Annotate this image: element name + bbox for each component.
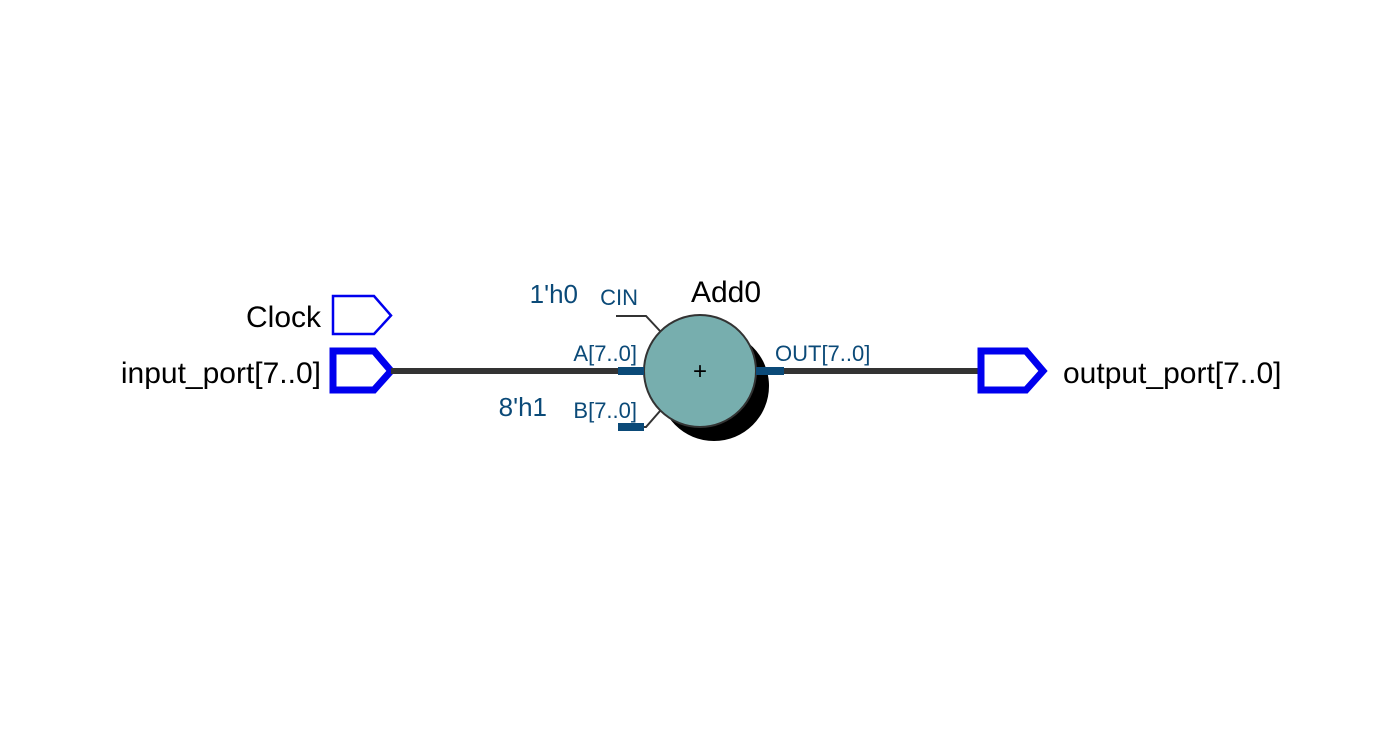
output-port-symbol [977,347,1048,394]
cin-pin-label: CIN [600,285,638,310]
cin-pin-wire [616,315,661,332]
input-port-label: input_port[7..0] [121,357,321,390]
b-pin-stub [618,423,644,431]
output-port-label: output_port[7..0] [1063,357,1282,390]
adder-instance-name: Add0 [691,276,761,309]
out-pin-stub [756,367,784,375]
adder-add0[interactable]: + Add0 CIN 1'h0 A[7..0] B[7..0] 8'h1 OUT… [499,276,871,441]
clock-port-symbol [331,294,393,336]
clock-port-label: Clock [246,301,322,334]
clock-port[interactable]: Clock [246,294,393,336]
a-pin-stub [618,367,644,375]
output-port[interactable]: output_port[7..0] [977,347,1282,394]
input-port[interactable]: input_port[7..0] [121,347,396,394]
out-pin-label: OUT[7..0] [775,341,870,366]
b-pin-label: B[7..0] [573,398,637,423]
b-constant-label: 8'h1 [499,392,547,422]
a-pin-label: A[7..0] [573,341,637,366]
input-port-symbol [329,347,396,394]
cin-constant-label: 1'h0 [530,279,578,309]
adder-operator: + [693,358,707,385]
